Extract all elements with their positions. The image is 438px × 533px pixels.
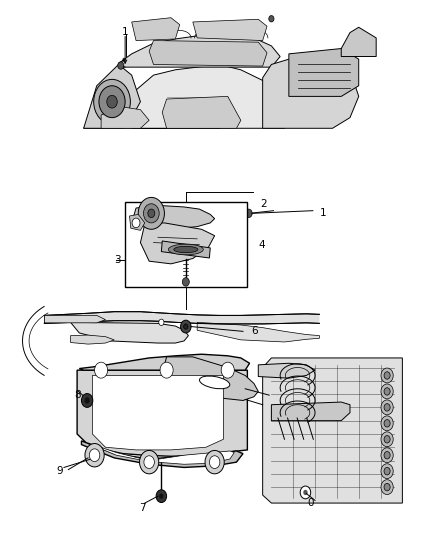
Circle shape: [99, 86, 125, 118]
Circle shape: [381, 400, 393, 415]
Circle shape: [144, 456, 154, 469]
Circle shape: [107, 95, 117, 108]
Circle shape: [144, 204, 159, 223]
Circle shape: [381, 480, 393, 495]
Circle shape: [221, 362, 234, 378]
Polygon shape: [88, 443, 234, 464]
Text: 7: 7: [139, 503, 146, 513]
Circle shape: [384, 435, 390, 443]
Circle shape: [160, 362, 173, 378]
Polygon shape: [161, 241, 210, 258]
Circle shape: [184, 324, 188, 329]
Circle shape: [269, 15, 274, 22]
Circle shape: [159, 494, 163, 499]
Polygon shape: [84, 64, 141, 128]
Circle shape: [85, 397, 90, 403]
Circle shape: [384, 372, 390, 379]
Polygon shape: [101, 107, 149, 128]
Circle shape: [159, 319, 164, 326]
Polygon shape: [81, 441, 243, 467]
Circle shape: [381, 464, 393, 479]
Circle shape: [138, 197, 164, 229]
Circle shape: [132, 218, 140, 228]
Polygon shape: [258, 364, 315, 378]
Bar: [35, 352, 407, 511]
Ellipse shape: [168, 244, 203, 255]
Polygon shape: [77, 370, 247, 456]
Polygon shape: [134, 205, 215, 228]
Circle shape: [95, 362, 108, 378]
Circle shape: [85, 443, 104, 467]
Polygon shape: [141, 223, 215, 264]
Circle shape: [381, 416, 393, 431]
Polygon shape: [119, 33, 280, 67]
Polygon shape: [71, 322, 188, 343]
Polygon shape: [149, 41, 267, 66]
Circle shape: [180, 320, 191, 333]
Circle shape: [381, 432, 393, 447]
Text: 6: 6: [252, 326, 258, 336]
Polygon shape: [160, 357, 258, 400]
Polygon shape: [162, 96, 241, 128]
Circle shape: [205, 450, 224, 474]
Text: 0: 0: [307, 498, 314, 508]
Circle shape: [300, 486, 311, 499]
Circle shape: [384, 483, 390, 491]
Circle shape: [381, 448, 393, 463]
Polygon shape: [84, 64, 289, 128]
Bar: [75, 11, 367, 181]
Polygon shape: [263, 56, 359, 128]
Circle shape: [94, 79, 131, 124]
Polygon shape: [79, 354, 250, 370]
Polygon shape: [263, 358, 403, 503]
Circle shape: [118, 62, 124, 69]
Text: 8: 8: [74, 390, 81, 400]
Bar: [125, 201, 247, 287]
Circle shape: [384, 467, 390, 475]
Circle shape: [384, 419, 390, 427]
Circle shape: [81, 393, 93, 407]
Circle shape: [140, 450, 159, 474]
Circle shape: [381, 384, 393, 399]
Circle shape: [384, 403, 390, 411]
Polygon shape: [193, 19, 267, 41]
Text: 3: 3: [114, 255, 121, 265]
Circle shape: [384, 387, 390, 395]
Text: 1: 1: [319, 208, 326, 219]
Polygon shape: [44, 312, 319, 324]
Polygon shape: [44, 316, 106, 323]
Circle shape: [384, 451, 390, 459]
Ellipse shape: [199, 376, 230, 389]
Polygon shape: [272, 402, 350, 421]
Text: 1: 1: [122, 27, 128, 37]
Polygon shape: [92, 375, 223, 450]
Text: 2: 2: [261, 199, 267, 209]
Polygon shape: [289, 49, 359, 96]
Polygon shape: [197, 322, 319, 342]
Text: 9: 9: [57, 466, 63, 476]
Polygon shape: [130, 214, 145, 230]
Circle shape: [381, 368, 393, 383]
Circle shape: [209, 456, 220, 469]
Circle shape: [89, 449, 100, 462]
Circle shape: [303, 490, 307, 495]
Polygon shape: [132, 18, 180, 41]
Ellipse shape: [174, 246, 198, 253]
Circle shape: [148, 209, 155, 217]
Circle shape: [182, 278, 189, 286]
Text: 4: 4: [258, 240, 265, 250]
Polygon shape: [71, 335, 114, 344]
Circle shape: [245, 209, 252, 217]
Polygon shape: [341, 27, 376, 56]
Circle shape: [156, 490, 166, 503]
